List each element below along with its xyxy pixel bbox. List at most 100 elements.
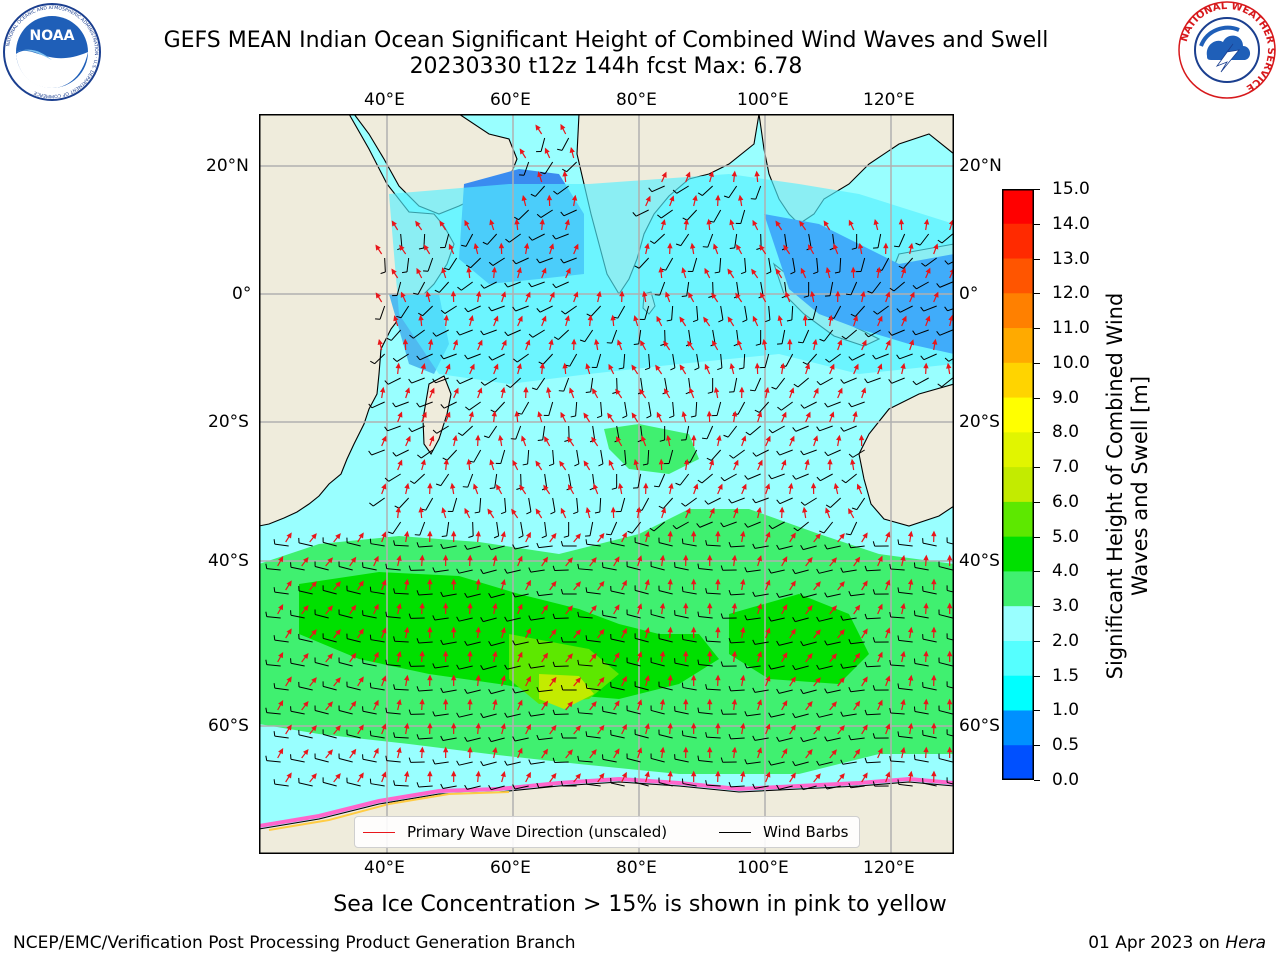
wave-arrow-head xyxy=(327,605,333,612)
wave-arrow-head xyxy=(419,698,425,705)
wave-arrow-head xyxy=(711,292,717,299)
wave-arrow-head xyxy=(420,363,426,370)
wave-arrow-head xyxy=(644,242,650,249)
colorbar-tick-mark xyxy=(1034,536,1040,538)
wind-barb-flag xyxy=(717,367,723,371)
wind-barb xyxy=(867,377,881,384)
wind-barb xyxy=(576,449,580,464)
wind-barb-flag xyxy=(563,535,569,538)
wave-arrow-head xyxy=(303,604,309,612)
wave-arrow-head xyxy=(443,314,449,321)
wave-arrow-head xyxy=(585,363,591,370)
wave-arrow-head xyxy=(764,386,770,393)
wind-barb-flag xyxy=(744,663,748,669)
wind-barb xyxy=(589,521,594,536)
wind-barb-flag xyxy=(488,545,492,550)
wind-barb xyxy=(584,329,594,342)
wave-arrow-head xyxy=(550,676,557,683)
wind-barb-flag xyxy=(728,733,732,739)
wind-barb xyxy=(467,353,481,360)
colorbar-segment xyxy=(1002,745,1034,781)
wind-barb xyxy=(419,401,433,408)
wind-barb xyxy=(653,521,665,532)
wind-barb xyxy=(578,760,593,763)
wind-barb xyxy=(754,689,769,693)
wind-barb xyxy=(679,473,690,486)
wind-barb-flag xyxy=(768,616,772,622)
wave-arrow-head xyxy=(667,242,673,249)
wave-arrow-head xyxy=(575,533,581,540)
wind-barb xyxy=(795,425,809,432)
wind-barb xyxy=(446,521,450,536)
wind-barb xyxy=(599,497,602,513)
wave-arrow-head xyxy=(660,507,667,514)
colorbar-segment xyxy=(1002,258,1034,294)
chart-title: GEFS MEAN Indian Ocean Significant Heigh… xyxy=(163,28,1049,53)
wind-barb-flag xyxy=(598,463,604,467)
wind-barb-flag xyxy=(750,389,756,392)
wind-barb xyxy=(650,565,665,571)
wind-barb-flag xyxy=(936,283,941,288)
wind-barb-flag xyxy=(800,785,804,790)
wave-arrow-head xyxy=(591,436,597,443)
wave-arrow-head xyxy=(831,557,837,564)
wind-barb-flag xyxy=(265,611,268,617)
wave-arrow-head xyxy=(877,651,883,658)
wave-arrow-head xyxy=(514,218,520,225)
wave-arrow-head xyxy=(381,579,387,586)
wave-arrow-head xyxy=(907,530,914,537)
wave-arrow-head xyxy=(615,436,622,443)
wave-arrow-head xyxy=(621,531,627,539)
wave-arrow-head xyxy=(923,602,929,609)
wave-arrow-head xyxy=(477,339,483,346)
wind-barb-flag xyxy=(800,501,806,506)
wind-barb xyxy=(660,209,673,219)
wave-arrow-head xyxy=(885,771,891,778)
wind-barb xyxy=(695,401,698,417)
wind-barb xyxy=(491,353,505,361)
wind-barb xyxy=(891,377,905,384)
wave-arrow-head xyxy=(562,362,568,369)
wind-barb-flag xyxy=(644,367,650,371)
wind-barb xyxy=(947,307,954,312)
wind-barb xyxy=(635,685,649,691)
wave-arrow-head xyxy=(525,771,531,779)
wave-arrow-head xyxy=(489,219,495,226)
wind-barb xyxy=(540,209,553,218)
wind-barb xyxy=(557,185,569,195)
wind-barb xyxy=(346,686,361,691)
wave-arrow-head xyxy=(667,722,673,729)
wind-barb xyxy=(427,257,434,272)
wave-arrow-head xyxy=(396,698,402,705)
wind-barb xyxy=(795,617,809,623)
wave-arrow-head xyxy=(704,267,710,275)
wind-barb xyxy=(922,734,937,739)
wave-arrow-head xyxy=(598,724,605,731)
wind-barb-flag xyxy=(740,271,746,275)
wind-barb-flag xyxy=(816,380,821,386)
wind-barb-flag xyxy=(416,734,420,740)
wind-barb xyxy=(371,401,385,409)
wave-arrow-head xyxy=(907,578,914,585)
wave-arrow-head xyxy=(900,362,906,369)
wind-barb-flag xyxy=(440,783,444,789)
wind-barb xyxy=(290,710,305,715)
wave-arrow-head xyxy=(659,554,666,561)
wind-barb xyxy=(531,281,545,288)
wave-arrow-head xyxy=(525,675,531,683)
wind-barb xyxy=(620,497,626,512)
wind-barb-flag xyxy=(872,685,876,691)
wind-barb xyxy=(658,734,673,739)
wave-arrow-head xyxy=(850,458,856,465)
wave-arrow-head xyxy=(877,747,883,754)
wave-arrow-head xyxy=(756,555,763,562)
wind-barb xyxy=(706,736,721,739)
wave-arrow-head xyxy=(560,507,566,514)
wave-arrow-head xyxy=(286,532,292,539)
wind-barb xyxy=(590,305,602,317)
wave-arrow-head xyxy=(831,653,837,660)
wave-arrow-head xyxy=(900,698,906,705)
wind-barb xyxy=(922,542,937,547)
wave-arrow-head xyxy=(442,746,449,753)
wind-barb-flag xyxy=(816,568,820,574)
